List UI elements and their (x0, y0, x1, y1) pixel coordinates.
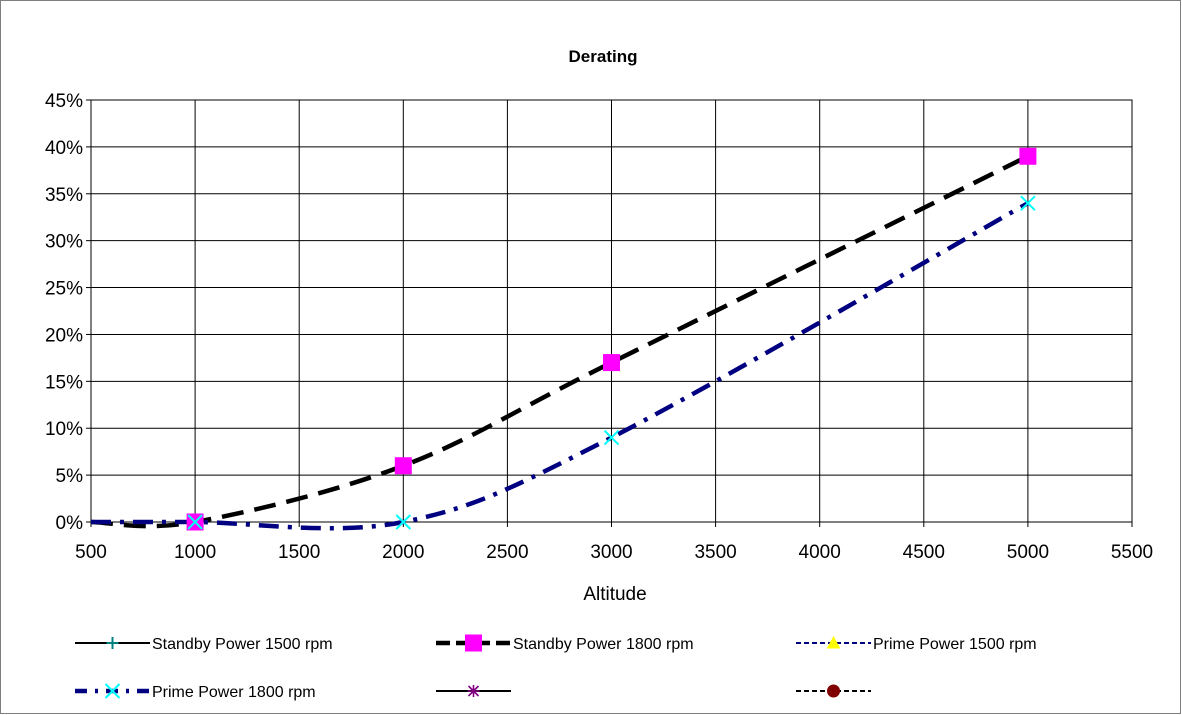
legend-marker-3 (826, 635, 841, 649)
legend-label-1: Standby Power 1500 rpm (152, 636, 333, 653)
legend-marker-6 (827, 684, 840, 698)
x-tick-label: 4500 (903, 542, 945, 563)
y-tick-label: 20% (45, 325, 83, 346)
x-tick-label: 4000 (799, 542, 841, 563)
data-point-4-2 (187, 514, 203, 530)
y-tick-label: 5% (56, 466, 84, 487)
data-point-4-4 (603, 429, 620, 446)
x-tick-label: 1000 (174, 542, 216, 563)
legend: Standby Power 1500 rpm Standby Power 1800… (75, 634, 1037, 701)
x-tick-labels: 500 1000 1500 2000 2500 3000 3500 4000 4500 5000 5… (75, 542, 1153, 563)
data-point-4-3 (395, 514, 412, 530)
y-tick-label: 45% (45, 91, 83, 112)
x-tick-label: 3000 (590, 542, 632, 563)
y-tick-label: 40% (45, 138, 83, 159)
y-tick-label: 25% (45, 279, 83, 300)
y-tick-label: 35% (45, 185, 83, 206)
series-line-2 (90, 154, 1029, 529)
x-tick-label: 2000 (382, 542, 424, 563)
data-point-2-4 (603, 354, 620, 372)
y-tick-label: 30% (45, 232, 83, 253)
y-tick-label: 0% (56, 513, 84, 534)
data-point-4-5 (1020, 195, 1036, 211)
legend-marker-5 (467, 685, 480, 697)
series-lines (90, 154, 1030, 531)
legend-label-3: Prime Power 1500 rpm (873, 636, 1037, 653)
plot-area-border (90, 99, 1133, 523)
data-point-2-3 (394, 457, 412, 475)
plot-grid (86, 99, 1133, 527)
legend-marker-1 (106, 637, 119, 649)
x-tick-label: 1500 (278, 542, 320, 563)
data-point-2-5 (1019, 147, 1037, 165)
chart-title: Derating (569, 47, 638, 66)
legend-label-4: Prime Power 1800 rpm (152, 684, 316, 701)
y-tick-labels: 0% 5% 10% 15% 20% 25% 30% 35% 40% 45% (45, 91, 83, 534)
series-line-4 (91, 201, 1030, 531)
legend-marker-4 (104, 683, 121, 699)
legend-marker-2 (465, 634, 482, 652)
y-tick-label: 10% (45, 419, 83, 440)
x-axis-title: Altitude (583, 584, 646, 605)
series-markers (186, 147, 1037, 531)
x-tick-label: 5000 (1007, 542, 1049, 563)
y-tick-label: 15% (45, 372, 83, 393)
x-tick-label: 2500 (486, 542, 528, 563)
legend-label-2: Standby Power 1800 rpm (513, 636, 694, 653)
x-tick-label: 3500 (694, 542, 736, 563)
x-tick-label: 500 (75, 542, 107, 563)
x-tick-label: 5500 (1111, 542, 1153, 563)
